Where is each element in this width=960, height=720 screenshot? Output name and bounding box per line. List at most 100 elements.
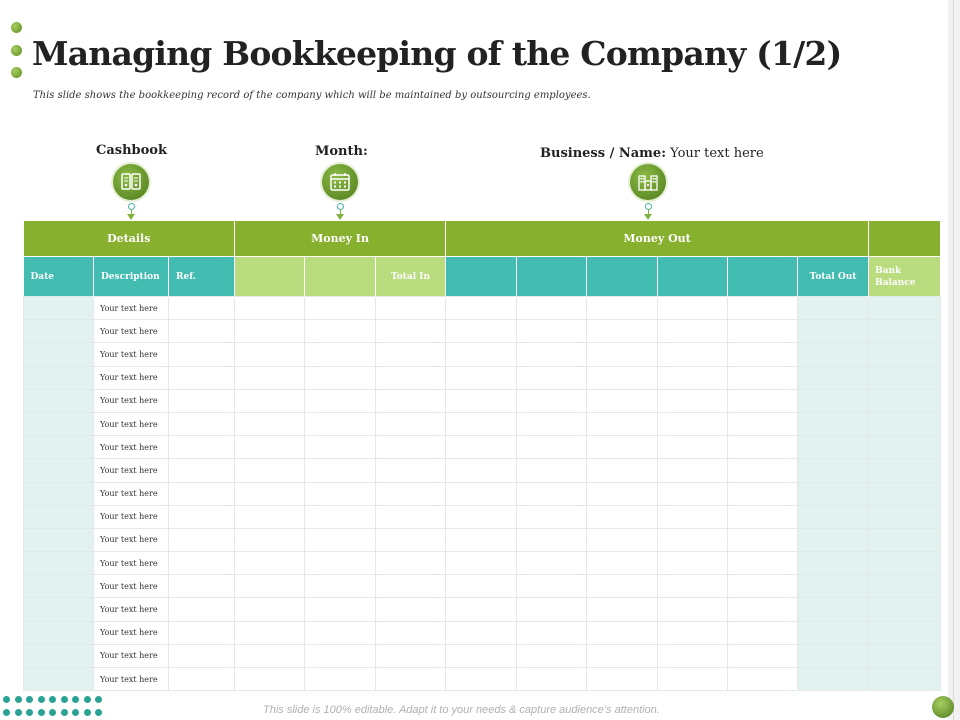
table-cell <box>516 411 588 437</box>
table-cell <box>657 295 729 321</box>
table-cell <box>657 435 729 460</box>
table-cell <box>586 319 659 344</box>
description-cell: Your text here <box>93 411 169 437</box>
table-cell <box>304 481 377 506</box>
table-cell <box>657 620 729 645</box>
decorative-dot <box>83 696 91 703</box>
table-cell <box>167 597 236 622</box>
table-cell <box>797 319 870 344</box>
table-cell <box>23 458 94 483</box>
table-row: Your text here <box>23 481 942 506</box>
table-cell <box>304 388 377 413</box>
table-cell <box>23 597 94 622</box>
table-cell <box>23 643 94 669</box>
table-cell <box>23 365 94 390</box>
table-cell <box>868 435 942 460</box>
description-cell: Your text here <box>93 504 169 529</box>
table-cell <box>375 643 447 669</box>
table-cell <box>445 551 518 576</box>
bullet-dot <box>11 45 22 56</box>
corner-dot <box>932 696 954 718</box>
table-cell <box>657 574 729 599</box>
table-cell <box>797 411 870 437</box>
decorative-dot <box>37 709 45 716</box>
table-cell <box>304 365 377 390</box>
table-cell <box>445 435 518 460</box>
table-cell <box>657 597 729 622</box>
table-cell <box>868 411 942 437</box>
table-cell <box>167 435 236 460</box>
money-in-column-header <box>304 256 377 297</box>
table-cell <box>375 574 447 599</box>
details-header: Details <box>23 221 236 257</box>
table-cell <box>234 342 306 367</box>
table-cell <box>167 666 236 692</box>
table-cell <box>586 435 659 460</box>
building-icon <box>630 164 666 200</box>
table-cell <box>657 527 729 553</box>
table-cell <box>516 504 588 529</box>
decorative-dot <box>14 696 22 703</box>
total-out-header: Total Out <box>797 256 870 297</box>
table-cell <box>657 481 729 506</box>
table-cell <box>727 643 799 669</box>
table-cell <box>167 295 236 321</box>
description-cell: Your text here <box>93 319 169 344</box>
decorative-dot <box>95 696 102 703</box>
table-cell <box>167 388 236 413</box>
table-cell <box>167 504 236 529</box>
table-cell <box>516 388 588 413</box>
decorative-dot <box>26 696 33 703</box>
table-cell <box>23 319 94 344</box>
table-cell <box>304 295 377 321</box>
table-cell <box>167 527 236 553</box>
table-cell <box>586 666 659 692</box>
table-cell <box>868 295 942 321</box>
table-cell <box>797 504 870 529</box>
table-cell <box>516 551 588 576</box>
table-cell <box>868 481 942 506</box>
decorative-dot <box>37 696 45 703</box>
bank-balance-header: Bank Balance <box>868 256 942 297</box>
table-cell <box>516 458 588 483</box>
table-cell <box>445 597 518 622</box>
calendar-icon <box>322 164 358 200</box>
table-cell <box>657 551 729 576</box>
pin-arrow <box>336 214 344 220</box>
decorative-dot <box>49 709 56 716</box>
book-icon <box>113 164 149 200</box>
table-cell <box>586 551 659 576</box>
table-cell <box>167 342 236 367</box>
table-cell <box>727 295 799 321</box>
table-cell <box>167 458 236 483</box>
table-cell <box>445 458 518 483</box>
table-cell <box>868 666 942 692</box>
title-bullet-dots <box>10 20 24 80</box>
description-cell: Your text here <box>93 597 169 622</box>
table-cell <box>375 666 447 692</box>
table-cell <box>167 574 236 599</box>
table-row: Your text here <box>23 342 942 367</box>
table-cell <box>727 342 799 367</box>
table-cell <box>23 295 94 321</box>
business-name-label: Business / Name: Your text here <box>540 146 764 161</box>
table-cell <box>727 319 799 344</box>
bullet-dot <box>11 22 22 33</box>
table-cell <box>167 481 236 506</box>
table-cell <box>167 620 236 645</box>
total-in-header: Total In <box>375 256 447 297</box>
table-cell <box>586 411 659 437</box>
table-cell <box>586 574 659 599</box>
table-cell <box>234 620 306 645</box>
table-cell <box>375 504 447 529</box>
table-cell <box>234 388 306 413</box>
table-cell <box>727 365 799 390</box>
description-cell: Your text here <box>93 551 169 576</box>
table-cell <box>304 342 377 367</box>
table-cell <box>797 365 870 390</box>
table-cell <box>445 388 518 413</box>
bookkeeping-table: Details Money In Money Out Date Descript… <box>23 221 942 692</box>
pin-arrow <box>127 214 135 220</box>
description-cell: Your text here <box>93 574 169 599</box>
table-cell <box>868 643 942 669</box>
